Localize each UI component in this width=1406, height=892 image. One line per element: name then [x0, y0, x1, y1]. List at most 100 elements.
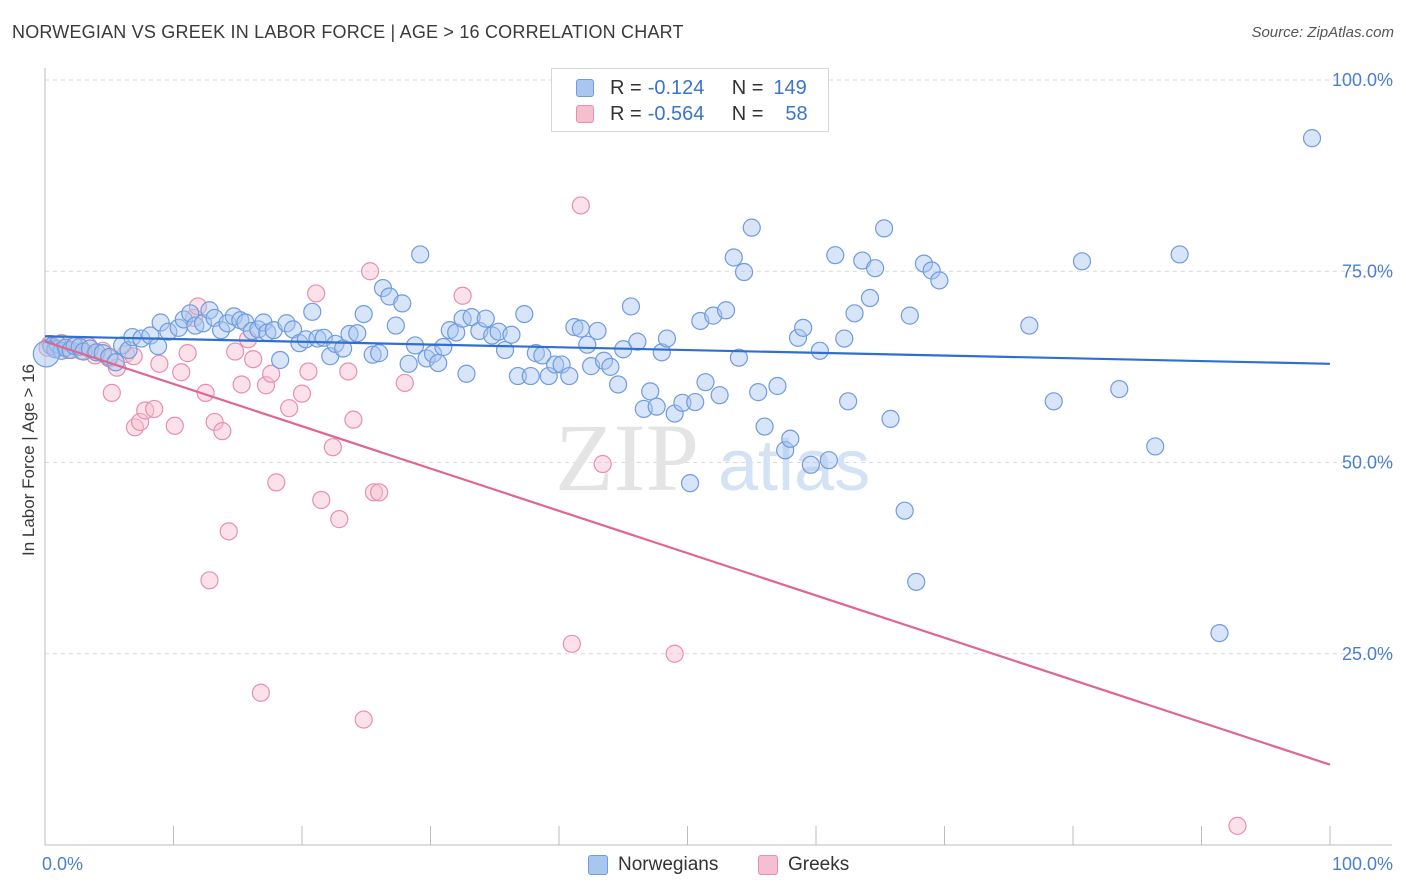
norwegians-point	[502, 325, 521, 344]
norwegians-point	[794, 318, 813, 337]
norwegians-point	[271, 350, 290, 370]
norwegians-point	[657, 329, 677, 348]
norwegians-point	[881, 409, 900, 428]
legend-r-value: -0.564	[647, 102, 705, 125]
greeks-point	[453, 286, 472, 305]
norwegians-point	[609, 375, 628, 394]
greeks-point	[125, 418, 145, 437]
norwegians-point	[601, 357, 620, 376]
norwegians-point	[476, 309, 495, 328]
norwegians-point	[768, 376, 787, 396]
norwegians-point	[895, 501, 914, 520]
norwegians-point	[930, 271, 949, 290]
norwegians-legend-swatch	[588, 855, 608, 875]
norwegians-point	[393, 294, 412, 313]
greeks-point	[256, 376, 276, 395]
greeks-point	[344, 410, 363, 429]
norwegians-point	[1044, 392, 1063, 411]
greeks-point	[188, 297, 208, 316]
norwegians-point	[788, 328, 808, 347]
greeks-point	[323, 438, 342, 457]
norwegians-point	[539, 366, 558, 386]
greeks-point	[262, 364, 281, 383]
greeks-point	[145, 399, 164, 419]
norwegians-point	[32, 340, 60, 368]
norwegians-point	[860, 288, 880, 308]
watermark-atlas: atlas	[718, 426, 870, 506]
greeks-trend-line	[44, 340, 1331, 766]
norwegians-point	[819, 451, 838, 470]
norwegians-point	[680, 474, 700, 493]
norwegians-point	[742, 218, 761, 237]
legend-row-norwegians: R = -0.124 N = 149	[576, 76, 807, 100]
legend-n-value: 149	[773, 76, 807, 99]
greeks-point	[370, 483, 389, 502]
greeks-point	[571, 196, 590, 215]
norwegians-point	[1302, 129, 1322, 148]
norwegians-point	[429, 353, 448, 373]
norwegians-point	[453, 309, 472, 328]
norwegians-point	[900, 306, 919, 325]
norwegians-point	[462, 308, 481, 327]
greeks-points	[38, 196, 1247, 835]
norwegians-point	[151, 313, 170, 332]
grid-lines	[45, 79, 1392, 655]
greeks-point	[205, 412, 224, 432]
greeks-point	[165, 416, 184, 435]
norwegians-point	[303, 302, 322, 321]
norwegians-point	[386, 316, 405, 335]
norwegians-point	[1110, 379, 1129, 399]
greeks-point	[1228, 816, 1247, 835]
norwegians-legend-label: Norwegians	[618, 854, 719, 875]
greeks-point	[130, 412, 150, 432]
norwegians-point	[1072, 252, 1092, 271]
greeks-legend-swatch	[758, 855, 778, 875]
norwegians-point	[696, 373, 715, 392]
norwegians-point	[434, 337, 453, 357]
norwegians-point	[839, 392, 858, 411]
bottom-legend-norwegians: Norwegians	[588, 852, 718, 878]
norwegians-point	[565, 317, 584, 337]
norwegians-point	[363, 345, 382, 364]
greeks-point	[172, 363, 191, 382]
norwegians-point	[781, 429, 800, 448]
greeks-point	[136, 401, 155, 420]
norwegians-point	[521, 366, 540, 386]
norwegians-trend-line	[44, 335, 1331, 365]
norwegians-point	[734, 262, 754, 282]
norwegians-point	[1210, 623, 1229, 643]
greeks-point	[200, 571, 219, 590]
norwegians-point	[845, 304, 864, 323]
greeks-point	[219, 522, 238, 541]
norwegians-point	[776, 441, 795, 460]
norwegians-point	[1020, 316, 1039, 335]
norwegians-point	[354, 304, 373, 324]
x-tick-label: 0.0%	[42, 854, 83, 874]
stats-legend: R = -0.124 N = 149 R = -0.564 N = 58	[551, 68, 829, 132]
greeks-point	[330, 510, 349, 529]
norwegians-points	[32, 129, 1322, 643]
chart-title: NORWEGIAN VS GREEK IN LABOR FORCE | AGE …	[12, 22, 684, 42]
legend-n-label: N =	[731, 102, 764, 125]
greeks-legend-label: Greeks	[788, 854, 850, 875]
y-tick-label: 50.0%	[1342, 453, 1393, 473]
greeks-point	[244, 350, 263, 369]
norwegians-point	[457, 364, 476, 383]
watermark: ZIP atlas	[555, 404, 870, 511]
norwegians-point	[755, 417, 774, 436]
norwegians-point	[546, 355, 565, 374]
axes	[44, 68, 1392, 846]
norwegians-point	[914, 254, 934, 273]
bottom-legend-greeks: Greeks	[758, 852, 849, 878]
norwegians-point	[673, 393, 692, 412]
legend-n-label: N =	[731, 76, 764, 99]
greeks-point	[213, 422, 232, 441]
norwegians-point	[922, 261, 941, 280]
norwegians-point	[495, 340, 515, 360]
norwegians-point	[652, 343, 671, 362]
norwegians-point	[866, 259, 885, 278]
norwegians-point	[826, 246, 845, 265]
norwegians-point	[628, 332, 647, 351]
trend-lines	[44, 335, 1331, 766]
